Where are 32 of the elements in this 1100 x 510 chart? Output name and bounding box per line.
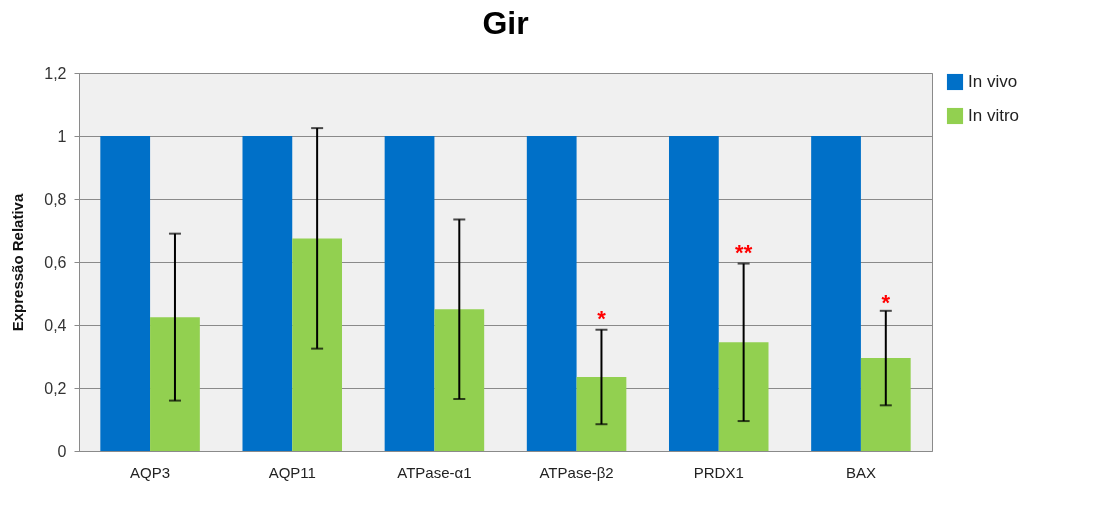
x-tick-label: AQP3 bbox=[130, 463, 171, 481]
x-tick-label: AQP11 bbox=[268, 463, 316, 481]
y-tick-label: 0,2 bbox=[44, 379, 67, 397]
y-tick-label: 0,6 bbox=[44, 253, 67, 271]
legend-label: In vivo bbox=[968, 72, 1018, 91]
annotation: ** bbox=[735, 239, 753, 265]
bar bbox=[242, 136, 293, 451]
bar bbox=[811, 136, 861, 451]
y-tick-label: 1,2 bbox=[44, 64, 67, 82]
x-tick-label: ATPase-β2 bbox=[539, 463, 614, 481]
annotation: * bbox=[597, 305, 607, 331]
bar bbox=[292, 238, 343, 451]
bar bbox=[434, 309, 485, 451]
y-tick-label: 0,8 bbox=[44, 190, 67, 208]
x-tick-label: ATPase-α1 bbox=[397, 463, 472, 481]
bar bbox=[526, 136, 577, 451]
x-tick-label: PRDX1 bbox=[693, 463, 744, 481]
bar bbox=[150, 317, 200, 451]
bar bbox=[718, 342, 769, 451]
y-tick-label: 0 bbox=[57, 442, 67, 460]
y-tick-label: 1 bbox=[57, 127, 67, 145]
legend-label: In vitro bbox=[968, 106, 1020, 125]
bar bbox=[576, 376, 627, 451]
y-tick-label: 0,4 bbox=[44, 316, 67, 334]
bar bbox=[100, 136, 151, 451]
annotation: * bbox=[881, 289, 891, 315]
x-tick-label: BAX bbox=[845, 463, 876, 481]
bar bbox=[384, 136, 435, 451]
bar bbox=[860, 358, 911, 451]
chart-title: Gir bbox=[482, 5, 529, 41]
bar bbox=[668, 136, 719, 451]
y-axis-title: Expressão Relativa bbox=[9, 193, 27, 332]
